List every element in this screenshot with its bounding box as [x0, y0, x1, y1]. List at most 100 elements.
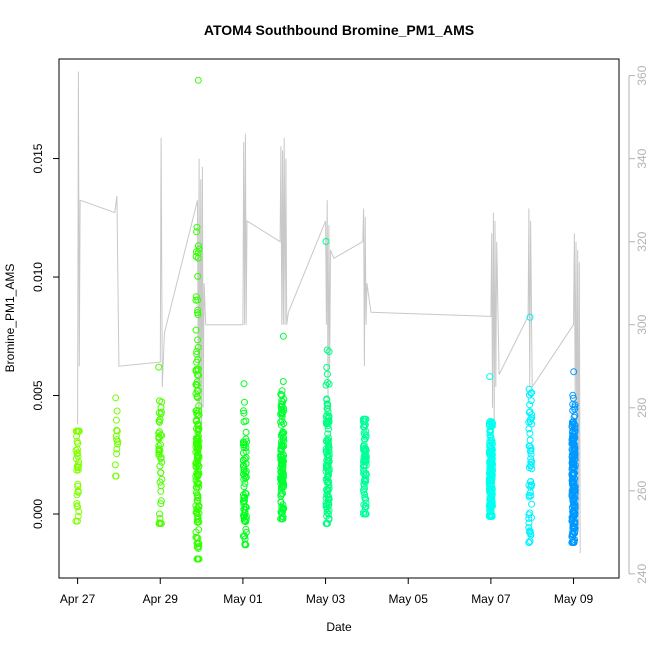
data-point: [486, 487, 494, 494]
y-tick-label: 0.015: [31, 143, 45, 173]
data-point: [73, 502, 81, 510]
data-point: [195, 402, 203, 410]
data-point: [360, 482, 368, 490]
data-point: [361, 495, 369, 503]
data-point: [193, 479, 201, 487]
scatter-points: [72, 76, 579, 563]
data-point: [193, 228, 201, 236]
data-point: [194, 306, 202, 314]
data-point: [157, 487, 165, 495]
data-point: [242, 454, 250, 462]
data-point: [114, 440, 121, 448]
data-point: [193, 458, 200, 466]
data-point: [278, 515, 286, 523]
data-point: [156, 514, 164, 522]
data-point: [323, 512, 331, 520]
data-point: [193, 416, 200, 424]
data-point: [192, 528, 200, 536]
data-point: [571, 450, 579, 458]
y-tick-label: 0.000: [31, 499, 45, 529]
data-point: [279, 454, 287, 462]
data-point: [194, 497, 202, 505]
data-point: [280, 395, 288, 403]
data-point: [157, 410, 165, 418]
x-tick-label: May 01: [223, 592, 263, 606]
data-point: [526, 527, 534, 535]
data-point: [526, 447, 534, 455]
data-point: [156, 510, 163, 518]
data-point: [569, 429, 576, 437]
data-point: [240, 409, 248, 417]
data-point: [525, 539, 533, 546]
data-point: [486, 373, 494, 381]
data-point: [568, 539, 576, 546]
data-point: [486, 429, 494, 437]
data-point: [157, 453, 165, 461]
data-point: [571, 494, 579, 502]
data-point: [194, 76, 202, 84]
data-point: [112, 416, 120, 424]
data-point: [486, 431, 494, 439]
y2-tick-label: 320: [635, 231, 649, 251]
data-point: [156, 478, 164, 486]
data-point: [486, 512, 494, 520]
data-point: [487, 471, 495, 479]
data-point: [569, 510, 577, 518]
data-point: [157, 497, 165, 505]
data-point: [194, 296, 202, 304]
data-point: [193, 387, 201, 395]
data-point: [279, 479, 286, 487]
data-point: [569, 489, 577, 497]
data-point: [571, 469, 579, 477]
data-point: [192, 293, 200, 301]
data-point: [195, 443, 202, 451]
data-point: [241, 455, 249, 463]
data-point: [112, 394, 120, 402]
data-point: [528, 389, 536, 397]
chart-title: ATOM4 Southbound Bromine_PM1_AMS: [204, 22, 474, 38]
data-point: [360, 508, 367, 516]
data-point: [571, 517, 579, 525]
data-point: [194, 311, 202, 319]
data-point: [324, 419, 332, 427]
data-point: [156, 397, 163, 405]
data-point: [362, 475, 370, 483]
data-point: [75, 461, 83, 469]
data-point: [526, 313, 534, 321]
data-point: [323, 501, 331, 509]
data-point: [279, 505, 287, 513]
data-point: [194, 518, 202, 526]
data-point: [113, 450, 121, 458]
data-point: [194, 471, 201, 479]
data-point: [73, 517, 81, 525]
data-point: [360, 462, 368, 470]
data-point: [360, 486, 367, 494]
data-point: [527, 530, 534, 538]
data-point: [242, 417, 250, 425]
y2-tick-label: 300: [635, 314, 649, 334]
data-point: [325, 441, 333, 449]
data-point: [240, 380, 248, 388]
data-point: [194, 494, 202, 502]
data-point: [323, 508, 331, 516]
data-point: [278, 490, 285, 498]
data-point: [570, 413, 578, 421]
data-point: [194, 412, 202, 419]
data-point: [279, 482, 286, 489]
data-point: [156, 519, 164, 527]
data-point: [362, 428, 370, 435]
data-point: [570, 484, 578, 492]
data-point: [241, 518, 249, 525]
data-point: [361, 458, 369, 466]
data-point: [242, 428, 250, 436]
data-point: [73, 462, 81, 470]
data-point: [194, 480, 202, 488]
data-point: [323, 364, 331, 371]
data-point: [74, 449, 81, 457]
data-point: [194, 555, 202, 563]
data-point: [528, 411, 536, 419]
data-point: [324, 487, 332, 494]
data-point: [156, 446, 164, 454]
data-point: [487, 448, 495, 456]
data-point: [525, 418, 533, 426]
